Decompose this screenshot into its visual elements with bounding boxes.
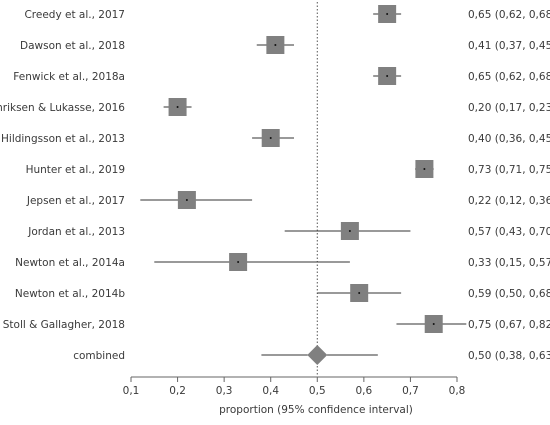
estimate-value: 0,65 (0,62, 0,68) bbox=[468, 9, 550, 21]
study-row: Dawson et al., 2018 0,41 (0,37, 0,45) bbox=[20, 36, 550, 54]
study-label: Dawson et al., 2018 bbox=[20, 40, 125, 52]
combined-row: combined 0,50 (0,38, 0,63) bbox=[73, 345, 550, 365]
combined-value: 0,50 (0,38, 0,63) bbox=[468, 350, 550, 362]
estimate-point bbox=[423, 168, 426, 170]
estimate-value: 0,57 (0,43, 0,70) bbox=[468, 226, 550, 238]
combined-diamond bbox=[307, 345, 328, 365]
study-row: Newton et al., 2014b 0,59 (0,50, 0,68) bbox=[15, 284, 550, 302]
study-row: Creedy et al., 2017 0,65 (0,62, 0,68) bbox=[24, 5, 550, 23]
estimate-value: 0,59 (0,50, 0,68) bbox=[468, 288, 550, 300]
estimate-value: 0,41 (0,37, 0,45) bbox=[468, 40, 550, 52]
estimate-value: 0,20 (0,17, 0,23) bbox=[468, 102, 550, 114]
study-label: Newton et al., 2014b bbox=[15, 288, 125, 300]
estimate-value: 0,22 (0,12, 0,36) bbox=[468, 195, 550, 207]
study-row: Newton et al., 2014a 0,33 (0,15, 0,57) bbox=[15, 253, 550, 271]
estimate-point bbox=[269, 137, 272, 139]
estimate-point bbox=[348, 230, 351, 232]
estimate-point bbox=[358, 292, 361, 294]
x-tick-label: 0,3 bbox=[216, 385, 233, 397]
study-row: Fenwick et al., 2018a 0,65 (0,62, 0,68) bbox=[13, 67, 550, 85]
study-row: Hildingsson et al., 2013 0,40 (0,36, 0,45… bbox=[1, 129, 550, 147]
study-label: Hildingsson et al., 2013 bbox=[1, 133, 125, 145]
study-row: Henriksen & Lukasse, 2016 0,20 (0,17, 0,2… bbox=[0, 98, 550, 116]
x-tick-label: 0,1 bbox=[123, 385, 140, 397]
study-row: Jepsen et al., 2017 0,22 (0,12, 0,36) bbox=[26, 191, 550, 209]
combined-label: combined bbox=[73, 350, 125, 362]
study-label: Jordan et al., 2013 bbox=[27, 226, 125, 238]
study-row: Stoll & Gallagher, 2018 0,75 (0,67, 0,82) bbox=[3, 315, 550, 333]
estimate-point bbox=[432, 323, 435, 325]
x-tick-label: 0,5 bbox=[309, 385, 326, 397]
estimate-value: 0,75 (0,67, 0,82) bbox=[468, 319, 550, 331]
study-label: Newton et al., 2014a bbox=[15, 257, 125, 269]
estimate-point bbox=[237, 261, 240, 263]
study-label: Henriksen & Lukasse, 2016 bbox=[0, 102, 125, 114]
estimate-point bbox=[176, 106, 179, 108]
x-tick-label: 0,2 bbox=[169, 385, 186, 397]
estimate-point bbox=[386, 13, 389, 15]
estimate-value: 0,65 (0,62, 0,68) bbox=[468, 71, 550, 83]
estimate-point bbox=[386, 75, 389, 77]
estimate-value: 0,40 (0,36, 0,45) bbox=[468, 133, 550, 145]
study-row: Hunter et al., 2019 0,73 (0,71, 0,75) bbox=[26, 160, 550, 178]
x-tick-label: 0,6 bbox=[356, 385, 373, 397]
estimate-value: 0,33 (0,15, 0,57) bbox=[468, 257, 550, 269]
study-label: Stoll & Gallagher, 2018 bbox=[3, 319, 125, 331]
study-label: Jepsen et al., 2017 bbox=[26, 195, 125, 207]
study-label: Creedy et al., 2017 bbox=[24, 9, 125, 21]
estimate-point bbox=[274, 44, 277, 46]
estimate-point bbox=[185, 199, 188, 201]
x-tick-label: 0,8 bbox=[449, 385, 466, 397]
estimate-value: 0,73 (0,71, 0,75) bbox=[468, 164, 550, 176]
x-axis-label: proportion (95% confidence interval) bbox=[219, 404, 413, 416]
study-row: Jordan et al., 2013 0,57 (0,43, 0,70) bbox=[27, 222, 550, 240]
study-label: Hunter et al., 2019 bbox=[26, 164, 125, 176]
study-label: Fenwick et al., 2018a bbox=[13, 71, 125, 83]
x-tick-label: 0,7 bbox=[402, 385, 419, 397]
x-tick-label: 0,4 bbox=[262, 385, 279, 397]
